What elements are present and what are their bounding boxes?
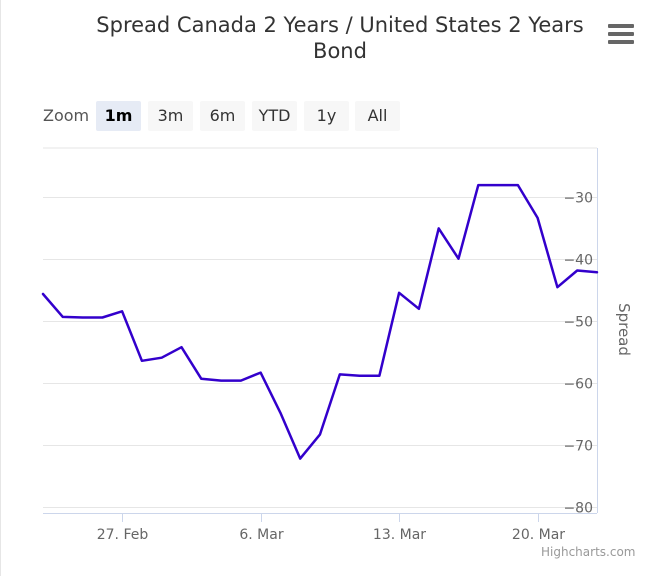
x-tick-label: 6. Mar xyxy=(239,527,283,543)
x-tick-label: 27. Feb xyxy=(97,527,149,543)
x-axis-ticks xyxy=(122,513,539,522)
left-border xyxy=(0,0,1,576)
chart-title: Spread Canada 2 Years / United States 2 … xyxy=(40,12,640,64)
y-tick-label: −30 xyxy=(563,191,593,207)
y-tick-label: −60 xyxy=(563,377,593,393)
x-tick-label: 20. Mar xyxy=(512,527,565,543)
y-axis-title: Spread xyxy=(615,303,633,356)
y-tick-label: −40 xyxy=(563,253,593,269)
zoom-button-6m[interactable]: 6m xyxy=(200,101,245,131)
y-axis-labels: −30 −40 −50 −60 −70 −80 xyxy=(563,191,593,517)
zoom-button-ytd[interactable]: YTD xyxy=(252,101,297,131)
series-line-spread[interactable] xyxy=(41,183,599,460)
x-axis-labels: 27. Feb 6. Mar 13. Mar 20. Mar xyxy=(97,527,566,543)
credits-link[interactable]: Highcharts.com xyxy=(541,545,636,559)
chart-title-line-1: Spread Canada 2 Years / United States 2 … xyxy=(96,13,584,37)
hamburger-menu-icon[interactable] xyxy=(608,24,634,44)
y-tick-label: −70 xyxy=(563,439,593,455)
zoom-button-all[interactable]: All xyxy=(355,101,400,131)
zoom-label: Zoom xyxy=(43,106,90,125)
zoom-button-1y[interactable]: 1y xyxy=(304,101,349,131)
zoom-button-3m[interactable]: 3m xyxy=(148,101,193,131)
grid-lines xyxy=(43,147,597,508)
y-tick-label: −50 xyxy=(563,315,593,331)
x-tick-label: 13. Mar xyxy=(373,527,426,543)
zoom-button-1m[interactable]: 1m xyxy=(96,101,141,131)
chart-title-line-2: Bond xyxy=(313,39,367,63)
y-tick-label: −80 xyxy=(563,501,593,517)
